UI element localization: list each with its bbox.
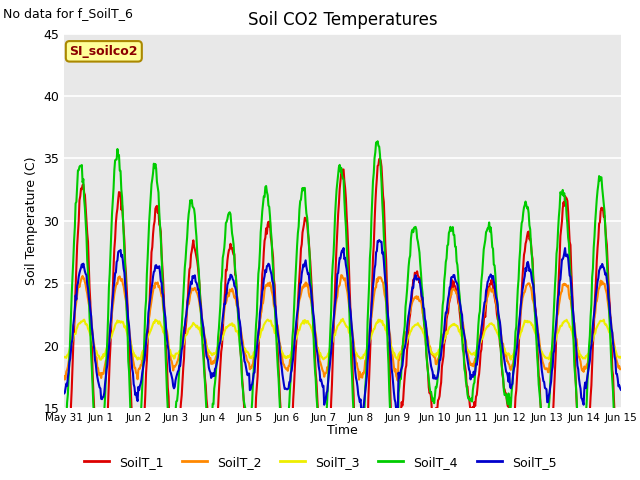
Text: SI_soilco2: SI_soilco2: [70, 45, 138, 58]
SoilT_2: [412, 295, 419, 300]
Y-axis label: Soil Temperature (C): Soil Temperature (C): [25, 156, 38, 285]
SoilT_4: [60, 454, 68, 460]
SoilT_1: [184, 293, 192, 299]
SoilT_5: [60, 391, 68, 396]
Text: No data for f_SoilT_6: No data for f_SoilT_6: [3, 7, 133, 20]
Line: SoilT_4: SoilT_4: [64, 141, 621, 480]
Legend: SoilT_1, SoilT_2, SoilT_3, SoilT_4, SoilT_5: SoilT_1, SoilT_2, SoilT_3, SoilT_4, Soil…: [79, 451, 561, 474]
SoilT_3: [339, 316, 347, 322]
SoilT_4: [184, 220, 192, 226]
SoilT_1: [428, 407, 436, 412]
Line: SoilT_3: SoilT_3: [64, 319, 621, 360]
SoilT_3: [617, 355, 625, 360]
SoilT_3: [97, 357, 104, 362]
X-axis label: Time: Time: [327, 424, 358, 437]
SoilT_5: [214, 358, 221, 363]
SoilT_2: [184, 300, 192, 305]
Line: SoilT_1: SoilT_1: [64, 158, 621, 480]
SoilT_2: [214, 350, 221, 356]
SoilT_2: [60, 373, 68, 379]
SoilT_3: [412, 322, 419, 327]
SoilT_4: [70, 238, 78, 244]
SoilT_3: [185, 325, 193, 331]
SoilT_4: [412, 224, 419, 230]
SoilT_4: [214, 353, 221, 359]
Title: Soil CO2 Temperatures: Soil CO2 Temperatures: [248, 11, 437, 29]
SoilT_5: [393, 412, 401, 418]
SoilT_1: [376, 156, 384, 161]
SoilT_3: [60, 355, 68, 360]
SoilT_2: [127, 345, 135, 350]
SoilT_3: [128, 347, 136, 352]
SoilT_2: [70, 321, 78, 326]
SoilT_1: [214, 410, 221, 416]
SoilT_5: [412, 272, 419, 278]
SoilT_2: [617, 366, 625, 372]
SoilT_5: [375, 237, 383, 243]
SoilT_3: [428, 349, 436, 355]
SoilT_3: [70, 331, 78, 337]
SoilT_2: [337, 272, 345, 278]
SoilT_1: [70, 327, 78, 333]
SoilT_1: [127, 401, 135, 407]
SoilT_4: [617, 440, 625, 445]
SoilT_4: [127, 431, 135, 436]
SoilT_5: [617, 387, 625, 393]
SoilT_4: [428, 394, 436, 400]
Line: SoilT_2: SoilT_2: [64, 275, 621, 381]
SoilT_2: [428, 349, 436, 355]
SoilT_5: [70, 315, 78, 321]
SoilT_5: [428, 366, 436, 372]
SoilT_4: [374, 138, 381, 144]
SoilT_5: [184, 297, 192, 302]
SoilT_5: [127, 355, 135, 360]
SoilT_3: [214, 346, 222, 352]
Line: SoilT_5: SoilT_5: [64, 240, 621, 415]
SoilT_1: [412, 271, 419, 276]
SoilT_2: [394, 378, 402, 384]
